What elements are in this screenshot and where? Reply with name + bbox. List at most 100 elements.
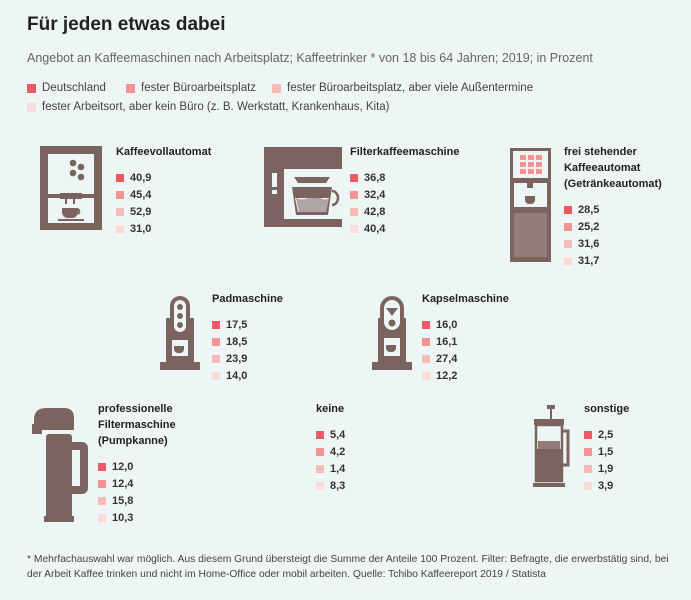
value-swatch <box>584 430 592 439</box>
value-label: 12,2 <box>436 370 458 383</box>
group-title-line: (Getränkeautomat) <box>564 178 662 190</box>
value-swatch <box>116 225 124 234</box>
value-label: 16,1 <box>436 335 458 348</box>
kapselmaschine-icon <box>372 296 412 370</box>
value-swatch <box>564 205 572 214</box>
value-swatch <box>422 320 430 329</box>
value-row: 1,4 <box>316 460 345 477</box>
french-press-icon <box>533 405 570 487</box>
value-row: 28,5 <box>564 201 662 218</box>
value-row: 36,8 <box>350 169 459 186</box>
group-kaffeevollautomat: Kaffeevollautomat 40,9 45,4 52,9 31,0 <box>116 144 211 238</box>
value-row: 23,9 <box>212 350 283 367</box>
value-swatch <box>350 190 358 199</box>
value-row: 10,3 <box>98 510 176 527</box>
value-swatch <box>98 479 106 488</box>
legend-item-deutschland: Deutschland <box>27 82 106 94</box>
value-swatch <box>316 482 324 491</box>
value-swatch <box>584 447 592 456</box>
group-filterkaffeemaschine: Filterkaffeemaschine 36,8 32,4 42,8 40,4 <box>350 144 459 238</box>
value-swatch <box>316 464 324 473</box>
value-label: 12,4 <box>112 477 134 490</box>
legend-swatch <box>272 83 281 93</box>
group-title-line: professionelle <box>98 403 173 415</box>
page-title: Für jeden etwas dabei <box>27 14 226 35</box>
value-swatch <box>422 337 430 346</box>
value-swatch <box>116 207 124 216</box>
value-label: 4,2 <box>330 445 346 458</box>
value-label: 42,8 <box>364 205 386 218</box>
value-swatch <box>116 173 124 182</box>
value-row: 15,8 <box>98 492 176 509</box>
value-row: 45,4 <box>116 186 211 203</box>
value-row: 17,5 <box>212 316 283 333</box>
value-label: 1,9 <box>598 462 614 475</box>
padmaschine-icon <box>160 296 200 370</box>
value-swatch <box>584 464 592 473</box>
value-swatch <box>98 462 106 471</box>
value-label: 40,9 <box>130 171 152 184</box>
value-swatch <box>212 354 220 363</box>
subtitle: Angebot an Kaffeemaschinen nach Arbeitsp… <box>27 51 593 65</box>
legend-label: Deutschland <box>42 82 106 94</box>
group-title: Padmaschine <box>212 293 283 305</box>
value-label: 25,2 <box>578 220 600 233</box>
pumpkanne-icon <box>32 408 88 522</box>
group-title-line: Kaffeeautomat <box>564 162 641 174</box>
value-row: 31,6 <box>564 235 662 252</box>
group-title-line: Filtermaschine <box>98 419 176 431</box>
value-swatch <box>212 320 220 329</box>
value-swatch <box>422 354 430 363</box>
kaffeevollautomat-icon <box>40 146 102 230</box>
value-swatch <box>212 372 220 381</box>
legend-swatch <box>27 102 36 112</box>
value-row: 27,4 <box>422 350 509 367</box>
legend-label: fester Arbeitsort, aber kein Büro (z. B.… <box>42 101 390 113</box>
legend-item-kein-buero: fester Arbeitsort, aber kein Büro (z. B.… <box>27 101 390 113</box>
value-swatch <box>350 225 358 234</box>
value-label: 45,4 <box>130 188 152 201</box>
value-swatch <box>564 222 572 231</box>
value-row: 31,0 <box>116 221 211 238</box>
group-title-line: frei stehender <box>564 146 637 158</box>
value-swatch <box>584 482 592 491</box>
value-row: 42,8 <box>350 203 459 220</box>
value-label: 31,0 <box>130 223 152 236</box>
group-title: sonstige <box>584 403 630 415</box>
group-sonstige: sonstige 2,5 1,5 1,9 3,9 <box>584 401 629 495</box>
value-row: 1,9 <box>584 460 629 477</box>
value-swatch <box>422 372 430 381</box>
value-swatch <box>98 514 106 523</box>
legend-swatch <box>27 83 36 93</box>
value-row: 25,2 <box>564 218 662 235</box>
value-label: 36,8 <box>364 171 386 184</box>
value-label: 40,4 <box>364 223 386 236</box>
value-label: 1,4 <box>330 462 346 475</box>
group-title: Kapselmaschine <box>422 293 509 305</box>
value-label: 28,5 <box>578 203 600 216</box>
value-swatch <box>564 257 572 266</box>
value-row: 1,5 <box>584 443 629 460</box>
value-row: 3,9 <box>584 478 629 495</box>
value-swatch <box>564 239 572 248</box>
value-label: 2,5 <box>598 428 614 441</box>
value-label: 12,0 <box>112 460 134 473</box>
group-title: Kaffeevollautomat <box>116 146 212 158</box>
filterkaffeemaschine-icon <box>264 147 342 227</box>
value-row: 31,7 <box>564 253 662 270</box>
legend-swatch <box>126 83 135 93</box>
value-swatch <box>350 207 358 216</box>
getraenkeautomat-icon <box>510 148 551 262</box>
value-row: 12,4 <box>98 475 176 492</box>
value-row: 14,0 <box>212 368 283 385</box>
group-title: Filterkaffeemaschine <box>350 146 460 158</box>
value-label: 17,5 <box>226 318 248 331</box>
value-label: 10,3 <box>112 512 134 525</box>
value-swatch <box>98 496 106 505</box>
value-row: 16,0 <box>422 316 509 333</box>
footnote: * Mehrfachauswahl war möglich. Aus diese… <box>27 554 669 580</box>
value-row: 12,0 <box>98 458 176 475</box>
value-row: 16,1 <box>422 333 509 350</box>
value-label: 5,4 <box>330 428 346 441</box>
value-label: 31,6 <box>578 237 600 250</box>
